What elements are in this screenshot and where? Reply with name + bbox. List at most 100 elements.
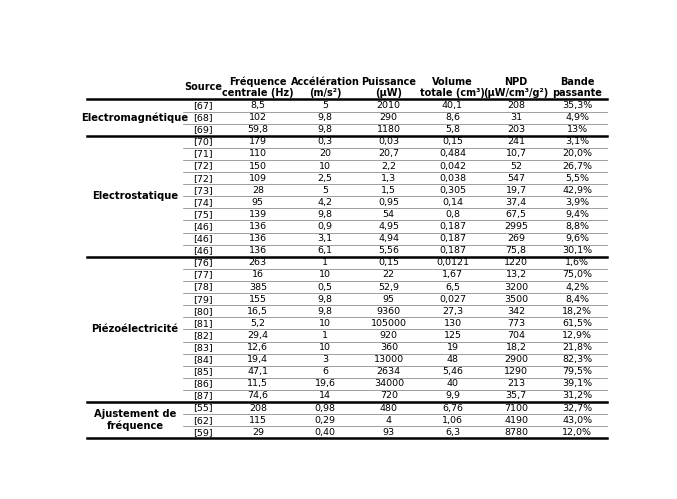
Text: Piézoélectricité: Piézoélectricité (91, 324, 179, 334)
Text: 27,3: 27,3 (442, 307, 463, 316)
Text: 75,8: 75,8 (506, 246, 527, 255)
Text: [59]: [59] (193, 428, 213, 437)
Text: 59,8: 59,8 (247, 125, 268, 134)
Text: [46]: [46] (193, 234, 213, 243)
Text: 1,06: 1,06 (442, 416, 463, 425)
Text: 95: 95 (252, 198, 264, 207)
Text: 79,5%: 79,5% (562, 367, 592, 376)
Text: 0,15: 0,15 (378, 258, 399, 267)
Text: 4,9%: 4,9% (565, 113, 589, 122)
Text: 9,8: 9,8 (318, 113, 332, 122)
Text: 102: 102 (249, 113, 267, 122)
Text: 0,9: 0,9 (318, 222, 332, 231)
Text: 9,8: 9,8 (318, 294, 332, 304)
Text: 82,3%: 82,3% (562, 355, 592, 364)
Text: 2634: 2634 (376, 367, 401, 376)
Text: 8,4%: 8,4% (565, 294, 589, 304)
Text: [55]: [55] (193, 404, 213, 413)
Text: Volume
totale (cm³): Volume totale (cm³) (420, 76, 485, 98)
Text: 0,187: 0,187 (439, 222, 466, 231)
Text: 0,8: 0,8 (445, 210, 460, 219)
Text: 16: 16 (252, 270, 264, 279)
Text: 0,042: 0,042 (439, 162, 466, 171)
Text: [71]: [71] (193, 149, 213, 158)
Text: [46]: [46] (193, 222, 213, 231)
Text: 9,8: 9,8 (318, 307, 332, 316)
Text: 9,8: 9,8 (318, 210, 332, 219)
Text: 22: 22 (383, 270, 395, 279)
Text: 30,1%: 30,1% (562, 246, 592, 255)
Text: 11,5: 11,5 (247, 379, 268, 388)
Text: 19: 19 (447, 343, 458, 352)
Text: 10: 10 (319, 270, 331, 279)
Text: 0,484: 0,484 (439, 149, 466, 158)
Text: 704: 704 (507, 331, 525, 340)
Text: 110: 110 (249, 149, 267, 158)
Text: 5: 5 (322, 186, 328, 195)
Text: 208: 208 (507, 101, 525, 110)
Text: NPD
(µW/cm³/g²): NPD (µW/cm³/g²) (483, 76, 549, 98)
Text: 0,40: 0,40 (315, 428, 336, 437)
Text: 0,14: 0,14 (442, 198, 463, 207)
Text: 9360: 9360 (376, 307, 401, 316)
Text: 29,4: 29,4 (247, 331, 268, 340)
Text: 6,3: 6,3 (445, 428, 460, 437)
Text: [85]: [85] (193, 367, 213, 376)
Text: 48: 48 (447, 355, 458, 364)
Text: 12,6: 12,6 (247, 343, 268, 352)
Text: 4,2%: 4,2% (565, 282, 589, 291)
Text: 115: 115 (249, 416, 267, 425)
Text: 4: 4 (386, 416, 392, 425)
Text: 8,5: 8,5 (250, 101, 265, 110)
Text: 1,6%: 1,6% (565, 258, 589, 267)
Text: 8780: 8780 (504, 428, 528, 437)
Text: 10: 10 (319, 162, 331, 171)
Text: [67]: [67] (193, 101, 213, 110)
Text: [75]: [75] (193, 210, 213, 219)
Text: 28: 28 (252, 186, 264, 195)
Text: 2,2: 2,2 (381, 162, 396, 171)
Text: 263: 263 (248, 258, 267, 267)
Text: 31: 31 (510, 113, 522, 122)
Text: 32,7%: 32,7% (562, 404, 592, 413)
Text: 21,8%: 21,8% (562, 343, 592, 352)
Text: 1: 1 (322, 258, 328, 267)
Text: Puissance
(µW): Puissance (µW) (362, 76, 416, 98)
Text: 920: 920 (380, 331, 398, 340)
Text: 5,2: 5,2 (250, 319, 265, 328)
Text: 269: 269 (507, 234, 525, 243)
Text: 9,9: 9,9 (445, 392, 460, 401)
Text: Source: Source (184, 82, 222, 92)
Text: 5,46: 5,46 (442, 367, 463, 376)
Text: 0,305: 0,305 (439, 186, 466, 195)
Text: [80]: [80] (193, 307, 213, 316)
Text: 155: 155 (249, 294, 267, 304)
Text: 139: 139 (248, 210, 267, 219)
Text: 109: 109 (249, 174, 267, 183)
Text: 12,0%: 12,0% (562, 428, 592, 437)
Text: 773: 773 (507, 319, 525, 328)
Text: 40: 40 (447, 379, 458, 388)
Text: 52: 52 (510, 162, 522, 171)
Text: 16,5: 16,5 (247, 307, 268, 316)
Text: 74,6: 74,6 (247, 392, 268, 401)
Text: 13,2: 13,2 (506, 270, 527, 279)
Text: 3,1%: 3,1% (565, 137, 589, 146)
Text: 2995: 2995 (504, 222, 528, 231)
Text: 720: 720 (380, 392, 398, 401)
Text: 150: 150 (249, 162, 267, 171)
Text: [82]: [82] (193, 331, 213, 340)
Text: 4190: 4190 (504, 416, 528, 425)
Text: 42,9%: 42,9% (562, 186, 592, 195)
Text: 10: 10 (319, 319, 331, 328)
Text: Electromagnétique: Electromagnétique (81, 112, 189, 123)
Text: 1,67: 1,67 (442, 270, 463, 279)
Text: 105000: 105000 (371, 319, 407, 328)
Text: 7100: 7100 (504, 404, 528, 413)
Text: 6,76: 6,76 (442, 404, 463, 413)
Text: 19,7: 19,7 (506, 186, 527, 195)
Text: 6,1: 6,1 (318, 246, 332, 255)
Text: 0,187: 0,187 (439, 234, 466, 243)
Text: [81]: [81] (193, 319, 213, 328)
Text: 480: 480 (380, 404, 398, 413)
